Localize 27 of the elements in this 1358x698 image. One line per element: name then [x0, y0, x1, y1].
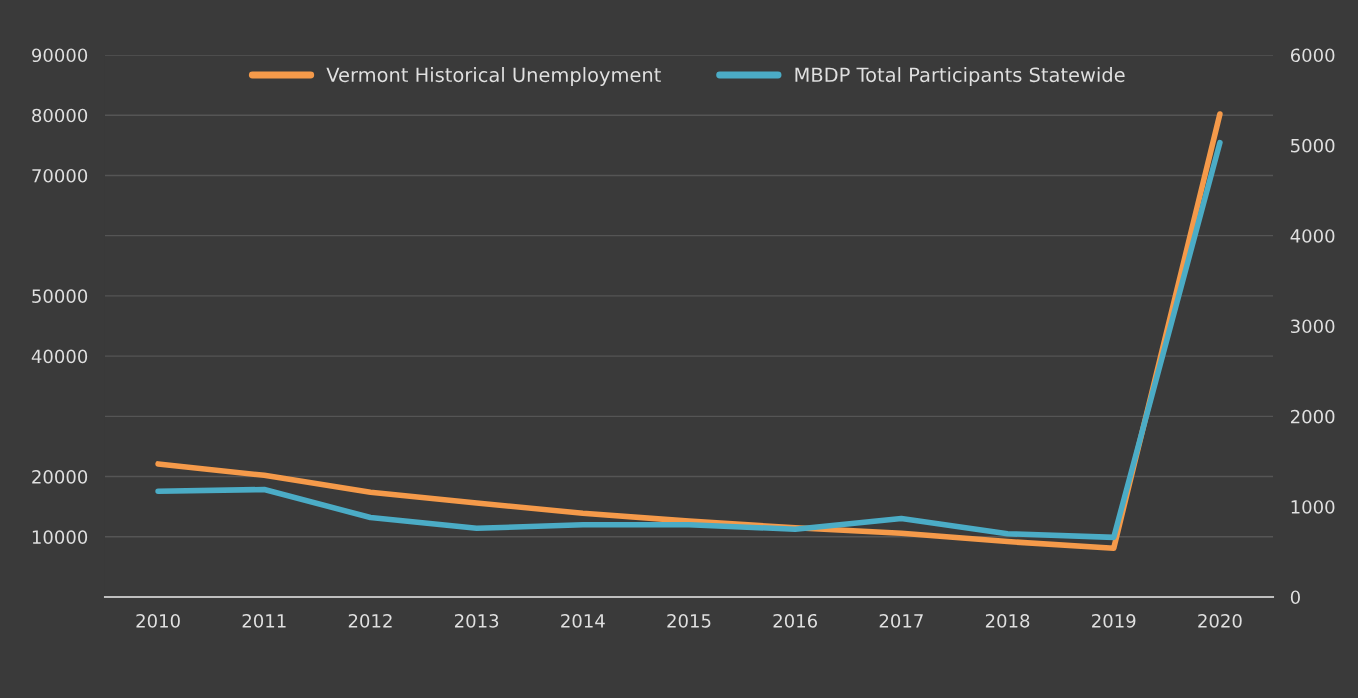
- x-tick-label: 2010: [136, 613, 180, 628]
- y-tick-label: 10000: [32, 530, 88, 544]
- y2-tick-label: 5000: [1291, 138, 1335, 153]
- y-tick-label: 70000: [32, 168, 88, 183]
- x-tick-label: 2015: [667, 613, 711, 628]
- y-tick-label: 90000: [32, 48, 88, 63]
- x-tick-label: 2012: [348, 613, 392, 628]
- x-tick-label: 2019: [1092, 613, 1136, 628]
- y2-tick-label: 6000: [1290, 48, 1335, 63]
- x-tick-label: 2017: [879, 613, 923, 628]
- y-tick-label: 50000: [32, 289, 88, 304]
- legend-label: MBDP Total Participants Statewide: [795, 67, 1125, 86]
- x-tick-label: 2018: [985, 613, 1030, 628]
- y-tick-label: 40000: [31, 349, 88, 364]
- y2-tick-label: 2000: [1290, 409, 1335, 424]
- x-tick-label: 2016: [773, 613, 818, 628]
- y-tick-label: 20000: [32, 470, 88, 484]
- y2-tick-label: 1000: [1291, 500, 1335, 514]
- x-tick-label: 2014: [561, 613, 605, 628]
- x-tick-label: 2013: [454, 613, 499, 628]
- legend-label: Vermont Historical Unemployment: [326, 67, 661, 86]
- x-tick-label: 2011: [242, 613, 286, 628]
- x-tick-label: 2020: [1198, 613, 1242, 628]
- y2-tick-label: 4000: [1290, 229, 1335, 243]
- y2-tick-label: 3000: [1291, 319, 1335, 334]
- y2-tick-label: 0: [1290, 590, 1300, 605]
- y-tick-label: 80000: [32, 108, 88, 123]
